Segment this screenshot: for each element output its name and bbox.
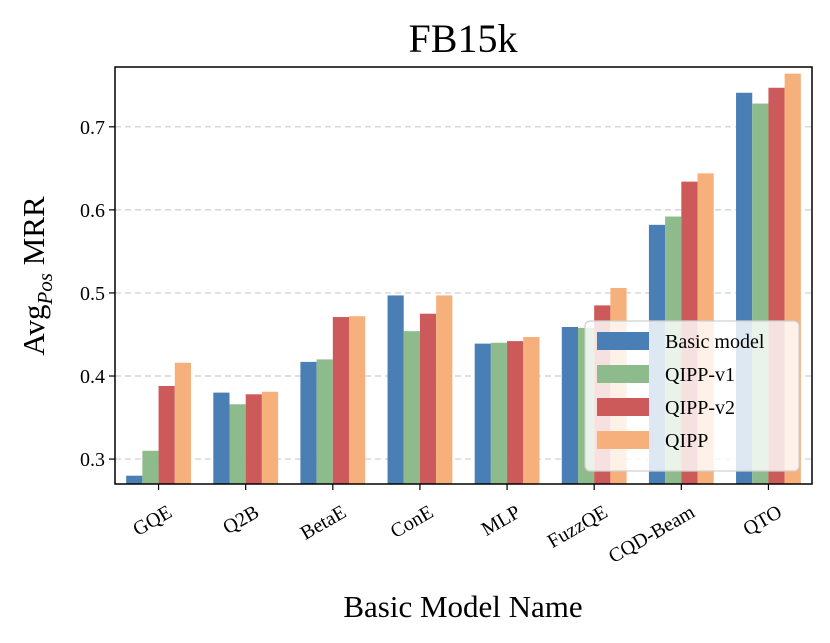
- legend-label: QIPP-v1: [665, 364, 735, 386]
- plot-frame: [114, 66, 813, 485]
- bar: [229, 404, 246, 484]
- legend-swatch: [597, 398, 649, 416]
- bar: [261, 391, 279, 484]
- y-axis: 0.3 0.4 0.5 0.6 0.7: [80, 117, 115, 471]
- bar: [316, 359, 333, 484]
- bar: [245, 394, 262, 484]
- y-tick-label: 0.4: [80, 366, 105, 388]
- bar: [523, 336, 540, 484]
- bar: [387, 295, 404, 484]
- legend-label: QIPP: [665, 430, 708, 452]
- bar: [349, 316, 366, 484]
- y-tick-label: 0.5: [80, 283, 105, 305]
- x-tick-label: Q2B: [219, 501, 263, 539]
- x-tick-label: QTO: [739, 501, 785, 540]
- y-axis-label-subscript: Pos: [33, 273, 57, 306]
- legend-label: Basic model: [665, 331, 765, 353]
- bar: [158, 385, 175, 484]
- bar: [332, 317, 350, 484]
- bar: [213, 392, 230, 484]
- bar: [419, 313, 437, 484]
- y-tick-label: 0.7: [80, 117, 105, 139]
- legend-swatch: [597, 365, 649, 383]
- x-tick-label: FuzzQE: [544, 501, 612, 553]
- x-tick-label: GQE: [129, 501, 176, 541]
- legend: Basic model QIPP-v1 QIPP-v2 QIPP: [584, 320, 800, 472]
- legend-swatch: [597, 332, 649, 350]
- x-tick-label: BetaE: [297, 501, 350, 544]
- x-tick-label: ConE: [387, 501, 437, 543]
- x-axis-label: Basic Model Name: [343, 589, 582, 624]
- bar: [142, 450, 159, 484]
- chart-title: FB15k: [409, 16, 518, 61]
- y-tick-label: 0.6: [80, 200, 105, 222]
- legend-swatch: [597, 431, 649, 449]
- bar: [474, 343, 491, 484]
- y-axis-label: AvgPos MRR: [16, 196, 57, 356]
- bar: [507, 341, 524, 484]
- bar: [490, 342, 508, 484]
- y-axis-label-main: Avg: [16, 305, 51, 356]
- bar: [436, 295, 453, 484]
- bar: [126, 475, 143, 484]
- x-tick-label: CQD-Beam: [605, 501, 699, 568]
- legend-label: QIPP-v2: [665, 397, 735, 419]
- x-tick-label: MLP: [478, 501, 525, 541]
- y-axis-label-tail: MRR: [16, 196, 51, 273]
- bar: [403, 331, 420, 484]
- y-tick-label: 0.3: [80, 449, 105, 471]
- bar: [174, 362, 191, 484]
- bar: [300, 361, 317, 484]
- bar: [561, 327, 578, 484]
